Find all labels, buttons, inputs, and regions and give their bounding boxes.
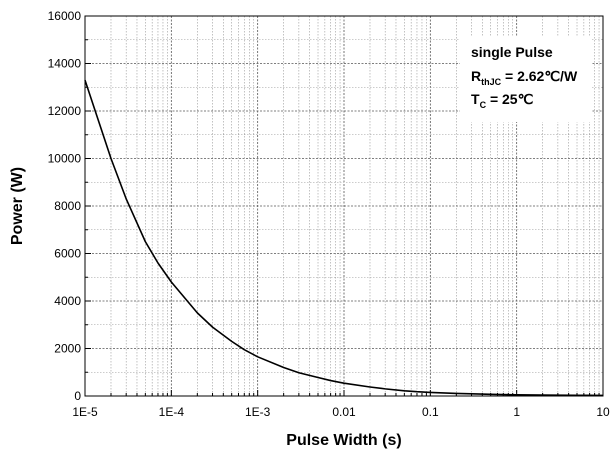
y-tick-label: 6000: [54, 247, 81, 261]
axis-ticks: [84, 15, 604, 397]
annotation-line-3-rest: = 25℃: [486, 91, 534, 107]
y-tick-label: 14000: [48, 57, 82, 71]
annotation-box: single Pulse RthJC = 2.62℃/W TC = 25℃: [460, 36, 592, 122]
x-tick-label: 1E-3: [245, 405, 271, 419]
x-tick-label: 1: [513, 405, 520, 419]
annotation-line-2: RthJC = 2.62℃/W: [471, 68, 578, 87]
y-tick-label: 10000: [48, 152, 82, 166]
x-tick-label: 10: [596, 405, 610, 419]
x-tick-label: 0.1: [422, 405, 439, 419]
y-tick-label: 16000: [48, 9, 82, 23]
annotation-line-2-sub: thJC: [481, 77, 502, 87]
y-tick-label: 0: [74, 389, 81, 403]
x-axis-title: Pulse Width (s): [286, 432, 401, 449]
annotation-background: [460, 36, 592, 122]
x-tick-labels: 1E-5 1E-4 1E-3 0.01 0.1 1 10: [72, 405, 610, 419]
y-tick-label: 4000: [54, 294, 81, 308]
annotation-line-3-sub: C: [480, 100, 487, 110]
x-tick-label: 1E-4: [159, 405, 185, 419]
y-tick-labels: 0 2000 4000 6000 8000 10000 12000 14000 16000: [48, 9, 82, 403]
y-tick-label: 12000: [48, 104, 82, 118]
annotation-line-3-main: T: [471, 91, 480, 107]
annotation-line-2-main: R: [471, 68, 481, 84]
annotation-line-1: single Pulse: [471, 44, 553, 60]
x-tick-label: 0.01: [332, 405, 356, 419]
annotation-line-3: TC = 25℃: [471, 91, 534, 110]
annotation-line-2-rest: = 2.62℃/W: [501, 68, 578, 84]
y-tick-label: 2000: [54, 342, 81, 356]
y-axis-title: Power (W): [9, 167, 26, 245]
y-tick-label: 8000: [54, 199, 81, 213]
x-tick-label: 1E-5: [72, 405, 98, 419]
